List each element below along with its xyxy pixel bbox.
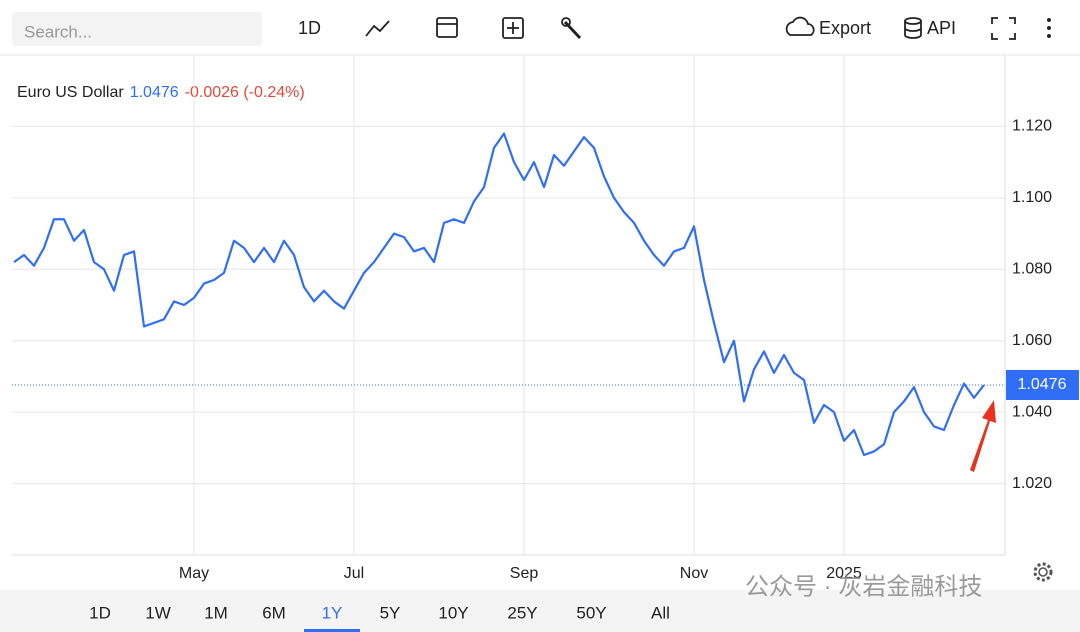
- gear-teeth: [1033, 562, 1053, 582]
- last-value-badge: [1006, 370, 1079, 400]
- price-line: [13, 132, 985, 457]
- last-value-label: 1.0476: [1018, 376, 1067, 393]
- x-tick-label: Sep: [510, 565, 539, 582]
- range-button[interactable]: 10Y: [438, 603, 468, 622]
- wrench-icon[interactable]: [563, 20, 582, 40]
- more-icon[interactable]: [1047, 18, 1051, 38]
- range-selected-underline: [304, 629, 360, 632]
- gear-center: [1038, 567, 1048, 577]
- x-tick-label: May: [179, 565, 209, 582]
- watermark: 公众号 · 灰岩金融科技: [745, 573, 982, 600]
- x-tick-label: 2025: [826, 565, 862, 582]
- range-button[interactable]: 1Y: [322, 603, 343, 622]
- dot: [1047, 34, 1051, 38]
- dot: [1047, 26, 1051, 30]
- search-placeholder: Search...: [24, 22, 92, 41]
- range-buttons: 1D 1W 1M 6M 1Y 5Y 10Y 25Y 50Y All: [89, 603, 670, 632]
- fullscreen-icon[interactable]: [991, 17, 1016, 40]
- toolbar-icons: [365, 16, 1016, 40]
- range-bar: [0, 590, 1080, 632]
- add-icon[interactable]: [502, 17, 524, 39]
- legend-value: 1.0476: [130, 84, 179, 101]
- api-button[interactable]: API: [927, 18, 956, 38]
- y-tick-label: 1.060: [1012, 332, 1052, 349]
- settings-icon[interactable]: [1033, 562, 1053, 582]
- y-tick-label: 1.020: [1012, 475, 1052, 492]
- range-button[interactable]: 5Y: [380, 603, 401, 622]
- legend-title: Euro US Dollar: [17, 84, 124, 101]
- y-tick-label: 1.100: [1012, 189, 1052, 206]
- range-button[interactable]: 6M: [262, 603, 286, 622]
- export-icon[interactable]: [785, 16, 815, 36]
- api-icon-body: [904, 21, 922, 39]
- legend-change: -0.0026 (-0.24%): [185, 84, 305, 101]
- chart: Euro US Dollar 1.0476 -0.0026 (-0.24%) 1.02…: [12, 55, 1079, 582]
- range-button[interactable]: 50Y: [576, 603, 606, 622]
- wrench-icon-head: [561, 17, 571, 27]
- chart-legend: Euro US Dollar 1.0476 -0.0026 (-0.24%): [17, 84, 305, 101]
- search-box[interactable]: [12, 12, 262, 46]
- range-button[interactable]: 1D: [89, 603, 111, 622]
- interval-button[interactable]: 1D: [298, 18, 321, 38]
- x-tick-label: Jul: [344, 565, 364, 582]
- export-button[interactable]: Export: [819, 18, 871, 38]
- range-button[interactable]: 1M: [204, 603, 228, 622]
- y-tick-label: 1.040: [1012, 403, 1052, 420]
- x-tick-label: Nov: [680, 565, 708, 582]
- range-button[interactable]: 1W: [145, 603, 171, 622]
- dot: [1047, 18, 1051, 22]
- chart-type-icon[interactable]: [365, 20, 390, 37]
- range-button[interactable]: All: [651, 603, 670, 622]
- y-tick-label: 1.080: [1012, 261, 1052, 278]
- range-button[interactable]: 25Y: [507, 603, 537, 622]
- annotation-arrow: [970, 400, 996, 472]
- y-tick-label: 1.120: [1012, 118, 1052, 135]
- calendar-icon[interactable]: [436, 17, 458, 38]
